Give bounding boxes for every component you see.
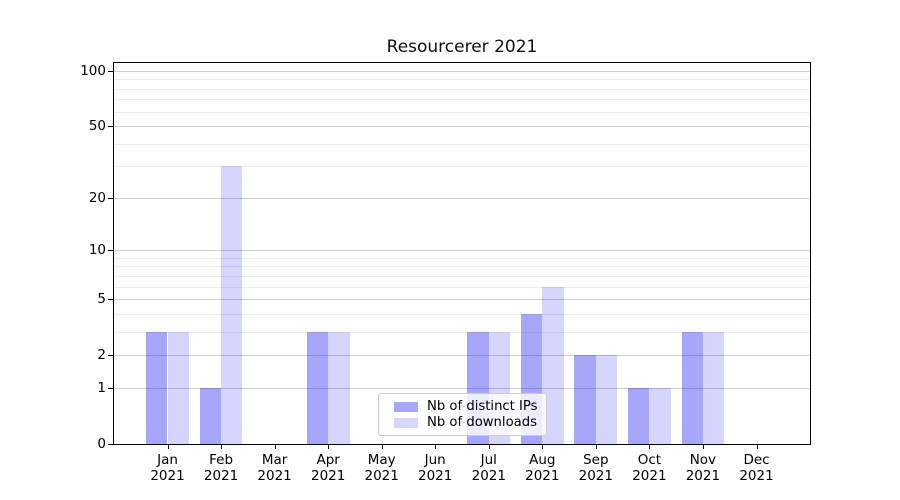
y-tick-label: 10 xyxy=(88,242,106,259)
y-minor-gridline xyxy=(114,79,810,81)
y-minor-gridline xyxy=(114,331,810,333)
y-tick-label: 1 xyxy=(97,380,106,396)
y-minor-gridline xyxy=(114,99,810,101)
y-minor-gridline xyxy=(114,166,810,168)
x-tick xyxy=(328,444,330,449)
bar-downloads xyxy=(649,388,671,444)
y-tick-label: 0 xyxy=(97,436,106,452)
x-tick xyxy=(702,444,704,449)
chart-title: Resourcerer 2021 xyxy=(386,37,538,57)
y-minor-gridline xyxy=(114,266,810,268)
y-minor-gridline xyxy=(114,257,810,259)
distinct-ips-swatch xyxy=(394,401,418,412)
bar-distinct-ips xyxy=(146,331,168,444)
downloads-swatch xyxy=(394,417,418,428)
x-tick-label: Dec 2021 xyxy=(739,452,774,484)
y-minor-gridline xyxy=(114,111,810,113)
bar-distinct-ips xyxy=(199,388,222,444)
x-tick xyxy=(595,444,597,449)
x-tick-label: Jan 2021 xyxy=(150,452,185,484)
x-tick xyxy=(542,444,544,449)
y-major-gridline xyxy=(114,197,810,199)
y-tick-label: 50 xyxy=(88,118,106,135)
plot-area xyxy=(113,62,811,445)
legend-label-downloads: Nb of downloads xyxy=(427,415,537,430)
y-major-gridline xyxy=(114,355,810,357)
legend-label-distinct-ips: Nb of distinct IPs xyxy=(427,399,538,414)
y-tick xyxy=(108,444,113,445)
bar-downloads xyxy=(595,355,618,444)
y-tick xyxy=(108,70,113,72)
x-tick-label: Sep 2021 xyxy=(578,452,613,484)
x-tick-label: Aug 2021 xyxy=(525,452,560,484)
y-major-gridline xyxy=(114,70,810,72)
y-tick xyxy=(108,197,113,199)
x-tick-label: Jul 2021 xyxy=(471,452,506,484)
y-tick-label: 20 xyxy=(88,189,106,206)
x-tick-label: Nov 2021 xyxy=(685,452,721,484)
legend: Nb of distinct IPs Nb of downloads xyxy=(378,393,547,436)
bar-distinct-ips xyxy=(681,331,703,444)
y-tick-label: 2 xyxy=(97,347,106,364)
y-tick-label: 5 xyxy=(97,291,106,308)
x-tick-label: Feb 2021 xyxy=(203,452,239,484)
y-major-gridline xyxy=(114,250,810,252)
x-tick xyxy=(381,444,383,449)
y-major-gridline xyxy=(114,388,810,389)
legend-row-downloads: Nb of downloads xyxy=(394,415,538,430)
bar-downloads xyxy=(328,331,350,444)
bar-downloads xyxy=(221,166,243,444)
x-tick-label: Oct 2021 xyxy=(632,452,667,484)
y-minor-gridline xyxy=(114,143,810,145)
bar-downloads xyxy=(167,331,189,444)
x-tick xyxy=(274,444,276,449)
x-tick-label: Mar 2021 xyxy=(257,452,292,484)
bar-distinct-ips xyxy=(574,355,596,444)
x-tick-label: Apr 2021 xyxy=(311,452,346,484)
x-tick xyxy=(756,444,758,449)
bar-distinct-ips xyxy=(306,331,329,444)
y-tick xyxy=(108,250,113,252)
y-tick xyxy=(108,299,113,301)
y-minor-gridline xyxy=(114,313,810,315)
y-tick-label: 100 xyxy=(80,62,106,79)
x-tick xyxy=(435,444,437,449)
x-tick xyxy=(649,444,651,449)
bar-downloads xyxy=(542,286,564,444)
y-minor-gridline xyxy=(114,88,810,90)
y-minor-gridline xyxy=(114,286,810,288)
bar-downloads xyxy=(702,331,725,444)
legend-row-distinct-ips: Nb of distinct IPs xyxy=(394,399,538,414)
y-tick xyxy=(108,355,113,357)
y-major-gridline xyxy=(114,126,810,128)
y-tick xyxy=(108,126,113,128)
y-minor-gridline xyxy=(114,275,810,277)
x-tick-label: May 2021 xyxy=(364,452,399,484)
x-tick-label: Jun 2021 xyxy=(418,452,453,484)
bar-distinct-ips xyxy=(628,388,650,444)
x-tick xyxy=(488,444,490,449)
x-tick xyxy=(221,444,223,449)
x-tick xyxy=(167,444,169,449)
y-tick xyxy=(108,388,113,389)
y-major-gridline xyxy=(114,299,810,301)
